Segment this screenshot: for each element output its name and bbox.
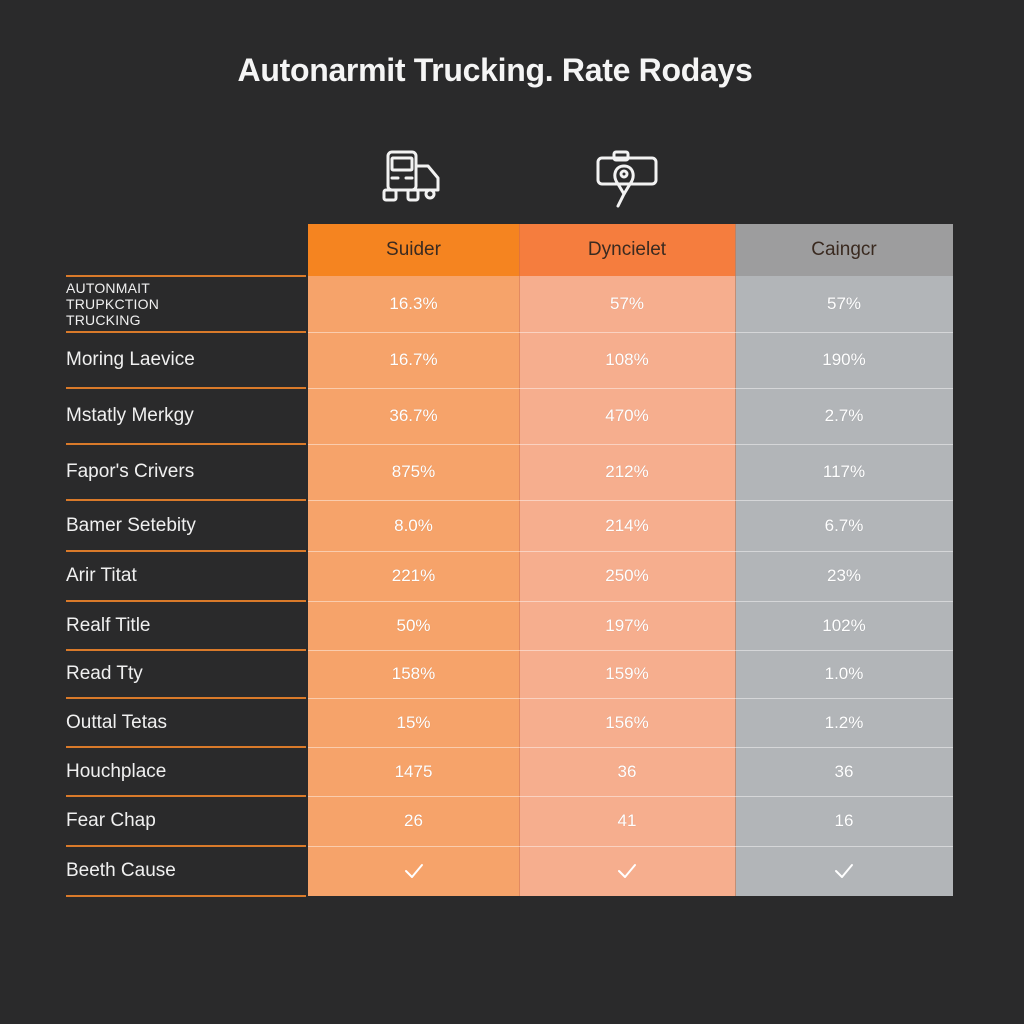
table-cell: 41 [617,811,637,830]
row-divider [66,387,306,389]
truck-icon [382,150,440,202]
row-label: Read Tty [66,663,143,684]
row-label: Mstatly Merkgy [66,405,194,426]
column-body-2 [519,276,735,896]
row-divider [66,443,306,445]
table-cell: 250% [605,566,649,585]
table-cell: 15% [396,712,431,732]
row-gridline [308,698,953,699]
table-cell: 212% [605,462,649,481]
table-cell: 6.7% [824,515,864,535]
table-cell: 1.2% [824,712,864,732]
table-cell: 50% [396,615,431,635]
row-divider [66,499,306,501]
row-divider [66,331,306,333]
table-cell: 197% [605,615,649,635]
table-cell: 36 [617,761,637,781]
row-gridline [308,500,953,501]
table-cell: 117% [822,462,866,481]
column-divider [735,224,736,896]
row-gridline [308,332,953,333]
row-gridline [308,551,953,552]
table-cell: 26 [404,811,423,830]
column-header-3: Caingcr [735,224,953,276]
row-label: Moring Laevice [66,349,195,370]
row-label: Bamer Setebity [66,514,196,536]
table-cell: 16 [834,811,854,830]
column-header-1: Suider [308,224,519,276]
map-pin-icon [596,150,658,208]
chart-title: Autonarmit Trucking. Rate Rodays [237,52,753,88]
table-cell: 57% [826,294,862,313]
row-gridline [308,796,953,797]
table-cell: 36 [834,761,854,781]
row-divider [66,697,306,699]
table-cell: 36.7% [389,406,438,425]
check-icon [735,846,953,896]
column-header-2: Dyncielet [519,224,735,276]
table-cell: 108% [605,350,649,369]
row-label: Outtal Tetas [66,711,168,733]
table-cell: 190% [822,350,866,369]
row-divider [66,746,306,748]
table-cell: 159% [605,664,649,683]
column-divider [519,224,520,896]
table-cell: 158% [391,664,436,683]
row-divider [66,275,306,277]
table-cell: 16.7% [389,350,438,369]
row-label: Fear Chap [66,810,156,831]
row-gridline [308,747,953,748]
table-cell: 221% [391,566,436,585]
table-cell: 156% [605,712,649,732]
row-divider [66,845,306,847]
row-label: AUTONMAIT TRUPKCTION TRUCKING [66,280,159,328]
row-gridline [308,650,953,651]
table-cell: 470% [605,406,649,425]
row-gridline [308,846,953,847]
table-cell: 2.7% [824,406,864,425]
row-divider [66,795,306,797]
column-body-1 [308,276,519,896]
table-cell: 875% [391,462,436,481]
table-cell: 8.0% [394,515,433,535]
row-label: Beeth Cause [66,860,176,881]
row-divider [66,649,306,651]
table-cell: 214% [605,515,649,535]
row-gridline [308,388,953,389]
row-label: Arir Titat [66,565,137,586]
table-cell: 1475 [394,761,433,781]
table-cell: 16.3% [389,294,438,313]
row-divider [66,600,306,602]
row-label: Fapor's Crivers [66,461,195,482]
row-divider [66,550,306,552]
row-gridline [308,444,953,445]
column-body-3 [735,276,953,896]
row-gridline [308,601,953,602]
table-cell: 1.0% [824,664,864,683]
check-icon [308,846,519,896]
row-divider [66,895,306,897]
row-label: Houchplace [66,760,167,782]
row-label: Realf Title [66,614,151,636]
table-cell: 57% [609,294,645,313]
table-cell: 102% [822,615,866,635]
check-icon [519,846,735,896]
table-cell: 23% [826,566,862,585]
